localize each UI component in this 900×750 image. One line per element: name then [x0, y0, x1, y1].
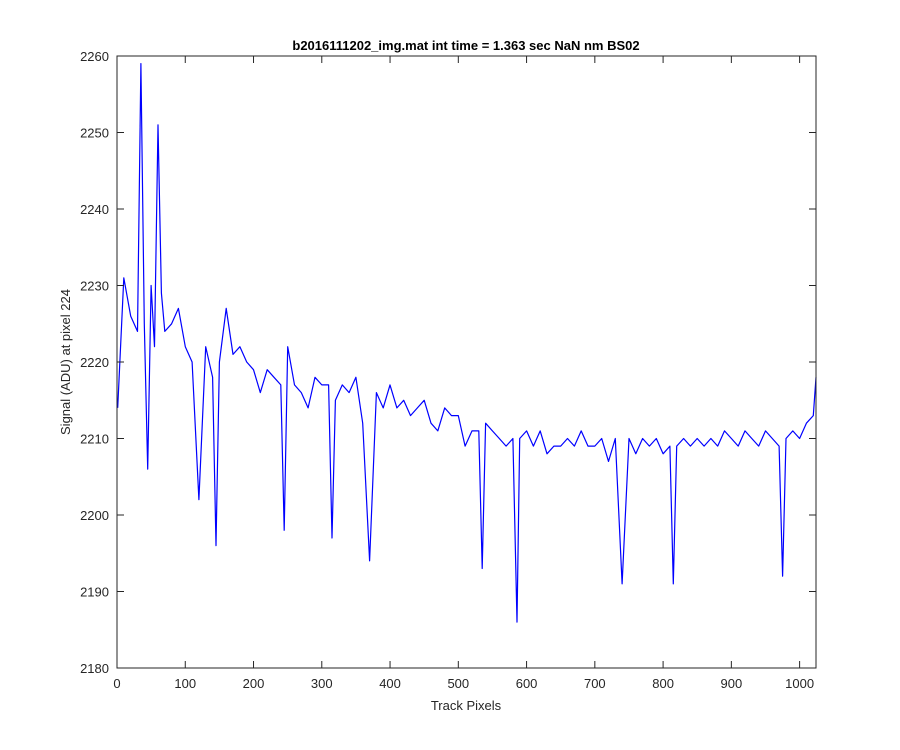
y-tick-label: 2260 — [80, 49, 109, 64]
y-axis-label: Signal (ADU) at pixel 224 — [58, 289, 73, 435]
x-tick-label: 400 — [379, 676, 401, 691]
x-tick-label: 0 — [113, 676, 120, 691]
x-tick-label: 900 — [721, 676, 743, 691]
series-layer — [117, 62, 817, 623]
x-axis-label: Track Pixels — [431, 698, 502, 713]
axes-layer: 0 100 200 300 400 500 600 700 800 900 1000 2180 2190… — [80, 49, 817, 691]
x-tick-label: 500 — [447, 676, 469, 691]
y-tick-label: 2210 — [80, 432, 109, 447]
y-tick-label: 2200 — [80, 508, 109, 523]
y-tick-label: 2250 — [80, 126, 109, 141]
plot-area — [117, 56, 816, 668]
x-tick-label: 700 — [584, 676, 606, 691]
x-tick-label: 1000 — [785, 676, 814, 691]
x-tick-label: 200 — [243, 676, 265, 691]
series-line — [117, 62, 817, 623]
x-tick-label: 800 — [652, 676, 674, 691]
y-tick-label: 2180 — [80, 661, 109, 676]
x-tick-label: 300 — [311, 676, 333, 691]
y-tick-label: 2240 — [80, 202, 109, 217]
x-tick-label: 100 — [174, 676, 196, 691]
x-tick-label: 600 — [516, 676, 538, 691]
y-tick-label: 2190 — [80, 585, 109, 600]
y-tick-label: 2220 — [80, 355, 109, 370]
y-tick-label: 2230 — [80, 279, 109, 294]
chart-title: b2016111202_img.mat int time = 1.363 sec… — [292, 38, 639, 53]
